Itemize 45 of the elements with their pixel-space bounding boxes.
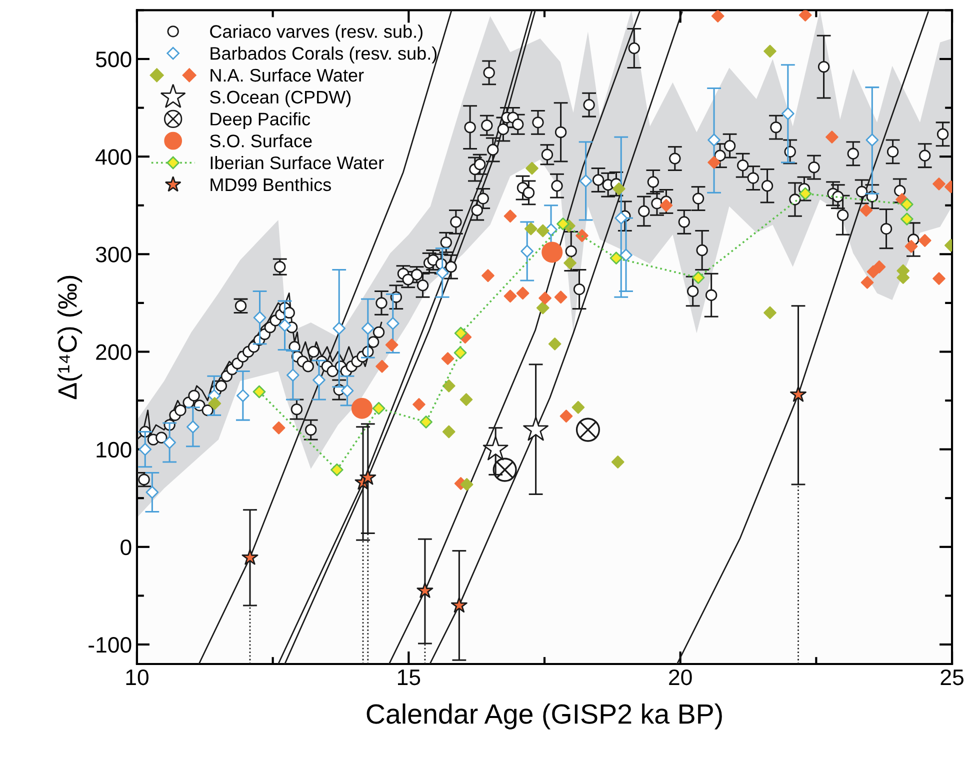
y-tick-label: 300 (96, 246, 132, 262)
point (253, 311, 266, 324)
legend-label: Barbados Corals (resv. sub.) (210, 46, 437, 64)
y-tick-label: 100 (96, 442, 132, 458)
y-tick-label: 200 (96, 344, 132, 360)
point (482, 436, 508, 460)
point (236, 389, 250, 402)
legend-label: MD99 Benthics (210, 178, 331, 192)
y-tick-label: -100 (88, 637, 132, 653)
point (542, 242, 563, 263)
point (186, 420, 200, 434)
y-axis-title: Δ(¹⁴C) (‰) (57, 276, 82, 400)
y-tick-label: 500 (96, 52, 132, 68)
y-tick-label: 0 (120, 539, 132, 556)
point (866, 134, 879, 146)
point (523, 416, 548, 441)
point (332, 322, 346, 335)
point (138, 442, 152, 456)
y-tick-label: 400 (96, 149, 132, 165)
point (386, 317, 400, 330)
x-tick-label: 20 (669, 669, 692, 686)
x-axis-title: Calendar Age (GISP2 ka BP) (366, 703, 722, 730)
point (286, 368, 300, 382)
line-series (676, 11, 929, 664)
legend-label: Cariaco varves (resv. sub.) (210, 24, 422, 42)
x-tick-label: 15 (398, 670, 420, 686)
point (361, 322, 374, 335)
legend-label: S.Ocean (CPDW) (210, 90, 351, 108)
x-tick-label: 10 (126, 669, 148, 686)
point (520, 244, 534, 258)
point (312, 374, 326, 386)
point (163, 436, 176, 449)
point (708, 134, 720, 146)
point (579, 174, 592, 188)
point (620, 248, 632, 262)
point (278, 318, 292, 332)
point (782, 107, 794, 120)
legend-label: Deep Pacific (210, 112, 310, 130)
legend-label: N.A. Surface Water (210, 68, 364, 82)
point (614, 212, 628, 224)
point (340, 384, 354, 398)
legend-label: Iberian Surface Water (210, 156, 384, 170)
point (146, 486, 159, 499)
x-tick-label: 25 (940, 669, 964, 686)
legend-label: S.O. Surface (210, 134, 312, 148)
